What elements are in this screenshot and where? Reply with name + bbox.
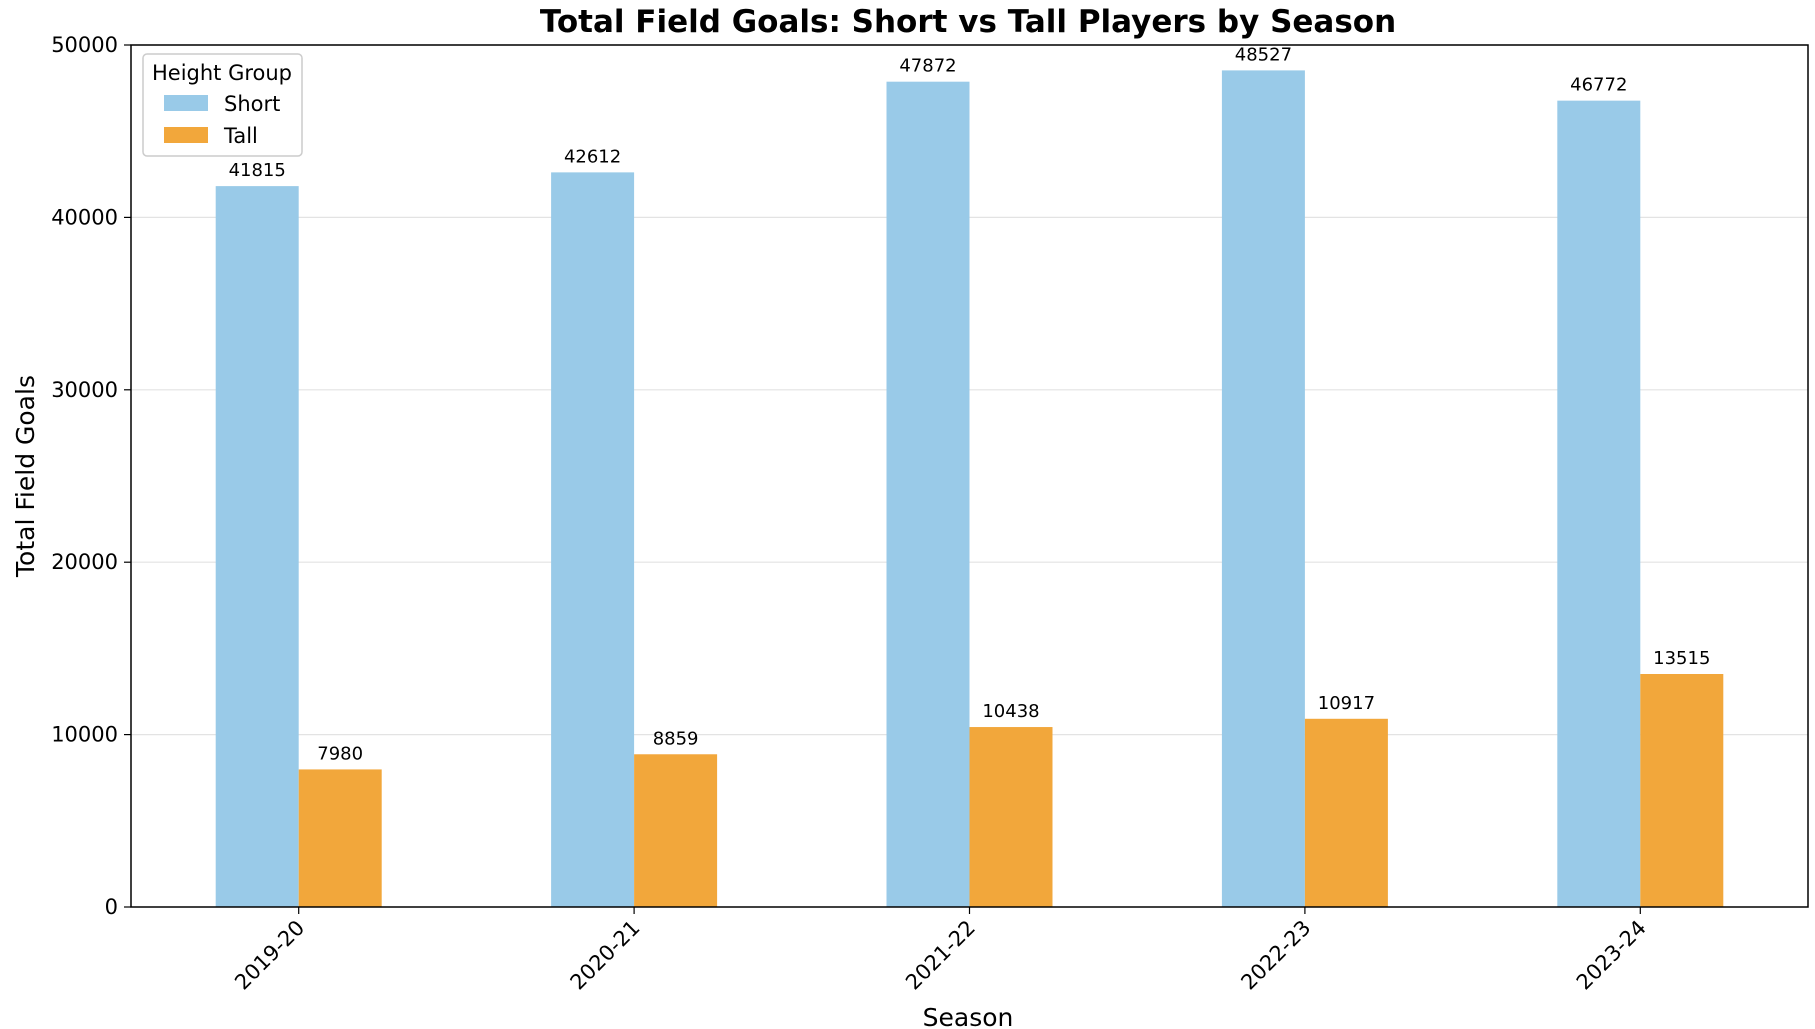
bar-short-2023-24 <box>1557 100 1641 908</box>
data-label-short-2019-20: 41815 <box>229 160 286 181</box>
data-label-tall-2021-22: 10438 <box>982 701 1039 722</box>
legend-entries: Short Tall <box>164 92 280 148</box>
legend: Height Group Short Tall <box>142 53 303 157</box>
data-label-short-2022-23: 48527 <box>1235 44 1292 65</box>
bar-short-2020-21 <box>551 172 635 907</box>
data-label-tall-2020-21: 8859 <box>653 728 699 749</box>
bars <box>215 70 1724 908</box>
chart-title: Total Field Goals: Short vs Tall Players… <box>540 4 1396 40</box>
data-label-short-2020-21: 42612 <box>564 146 621 167</box>
data-label-tall-2019-20: 7980 <box>317 743 363 764</box>
y-tick-label: 30000 <box>51 378 118 402</box>
bar-short-2022-23 <box>1221 70 1305 907</box>
legend-label-tall: Tall <box>223 124 258 148</box>
bar-tall-2022-23 <box>1304 718 1388 907</box>
data-label-tall-2023-24: 13515 <box>1653 648 1710 669</box>
data-label-short-2021-22: 47872 <box>899 56 956 77</box>
bar-short-2019-20 <box>215 186 299 908</box>
bar-tall-2021-22 <box>969 727 1053 907</box>
y-axis-title: Total Field Goals <box>11 375 40 578</box>
y-tick-label: 50000 <box>51 33 118 57</box>
data-labels: 41815 7980 42612 8859 47872 10438 48527 10917 46… <box>229 44 1711 764</box>
data-label-tall-2022-23: 10917 <box>1318 693 1375 714</box>
y-tick-label: 0 <box>105 895 118 919</box>
bar-tall-2019-20 <box>298 769 382 907</box>
bar-short-2021-22 <box>886 81 970 908</box>
bar-tall-2023-24 <box>1640 674 1724 907</box>
y-tick-label: 40000 <box>51 205 118 229</box>
x-axis-title: Season <box>923 1003 1014 1029</box>
bar-tall-2020-21 <box>634 754 718 907</box>
y-tick-label: 20000 <box>51 550 118 574</box>
legend-title: Height Group <box>152 61 292 85</box>
legend-swatch-short <box>164 95 208 111</box>
legend-label-short: Short <box>224 92 280 116</box>
y-tick-label: 10000 <box>51 723 118 747</box>
y-axis: 0 10000 20000 30000 40000 50000 <box>51 33 131 919</box>
data-label-short-2023-24: 46772 <box>1570 75 1627 96</box>
legend-swatch-tall <box>164 127 208 143</box>
